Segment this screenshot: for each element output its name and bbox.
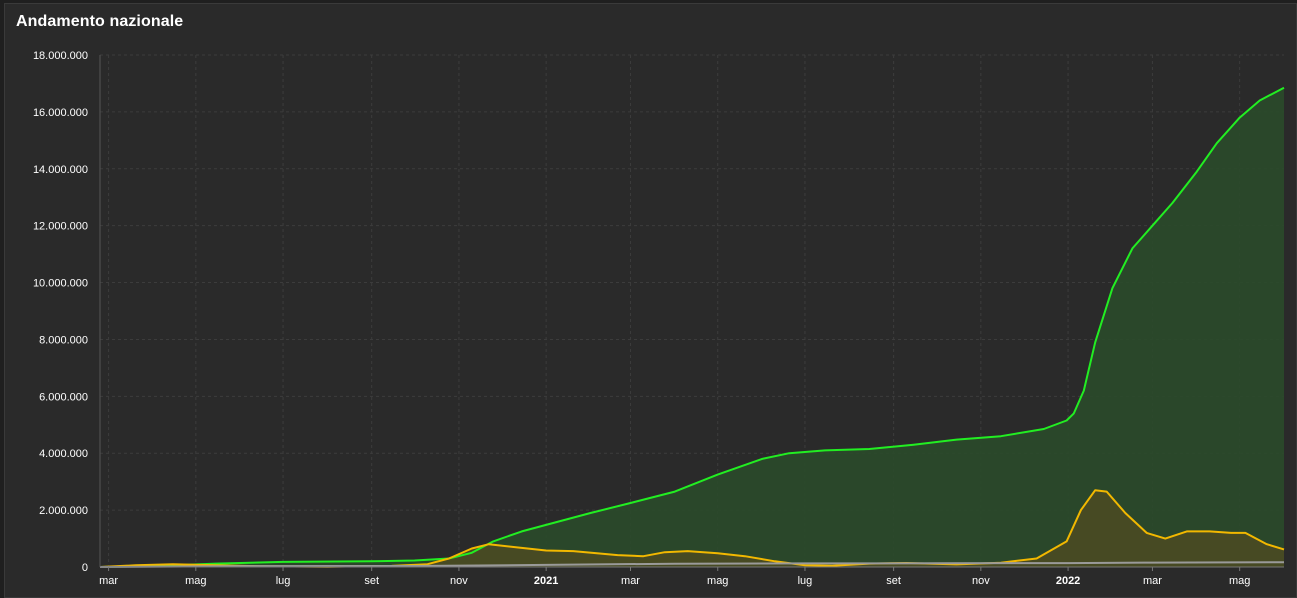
x-axis-ticks: mar mag lug set nov 2021 mar mag lug set nov 2022 ma…	[99, 575, 1250, 587]
y-tick-label: 6.000.000	[39, 391, 88, 403]
x-tick-label: mag	[707, 575, 728, 587]
x-tick-label: 2022	[1056, 575, 1080, 587]
series-line-0	[99, 86, 1285, 568]
y-tick-label: 2.000.000	[39, 505, 88, 517]
x-tick-label: nov	[450, 575, 468, 587]
y-tick-label: 12.000.000	[33, 221, 88, 233]
x-tick-label: set	[886, 575, 901, 587]
x-tick-label: set	[364, 575, 379, 587]
x-tick-label: mar	[1143, 575, 1162, 587]
y-tick-label: 18.000.000	[33, 50, 88, 62]
chart-title: Andamento nazionale	[16, 13, 184, 30]
series-area-0	[100, 87, 1284, 567]
y-tick-label: 14.000.000	[33, 164, 88, 176]
x-tick-label: lug	[798, 575, 813, 587]
y-tick-label: 4.000.000	[39, 448, 88, 460]
series-line-1	[99, 489, 1285, 568]
x-tick-label: 2021	[534, 575, 558, 587]
x-tick-label: mar	[99, 575, 118, 587]
x-tick-label: nov	[972, 575, 990, 587]
y-tick-label: 8.000.000	[39, 334, 88, 346]
area-fills	[100, 87, 1284, 567]
y-tick-label: 16.000.000	[33, 107, 88, 119]
x-tick-label: mar	[621, 575, 640, 587]
x-tick-label: mag	[1229, 575, 1250, 587]
y-tick-label: 0	[82, 562, 88, 574]
series-line-2	[99, 561, 1285, 568]
y-tick-label: 10.000.000	[33, 278, 88, 290]
series-lines	[99, 86, 1285, 568]
y-axis-ticks: 0 2.000.000 4.000.000 6.000.000 8.000.000 10.…	[33, 50, 88, 574]
x-tick-label: lug	[276, 575, 291, 587]
x-tick-label: mag	[185, 575, 206, 587]
axes	[99, 55, 1284, 571]
